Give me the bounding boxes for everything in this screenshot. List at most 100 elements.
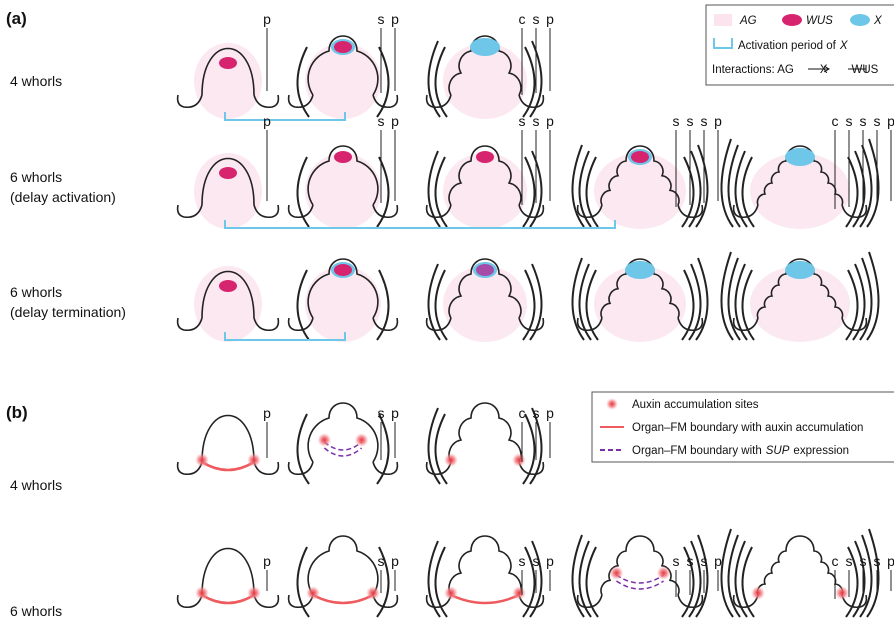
swatch	[850, 14, 870, 26]
organ-label: s	[533, 553, 540, 569]
row-label: (delay activation)	[10, 189, 116, 205]
wus-domain	[219, 167, 237, 179]
wus-domain	[476, 264, 494, 276]
organ-label: s	[701, 553, 708, 569]
organ-label: p	[263, 553, 271, 569]
wus-domain	[334, 264, 352, 276]
auxin-site	[355, 433, 369, 447]
organ	[696, 258, 708, 340]
organ-label: s	[533, 113, 540, 129]
legend-text: SUP	[766, 445, 790, 457]
wus-domain	[334, 151, 352, 163]
flower	[427, 146, 544, 229]
auxin-site	[366, 586, 380, 600]
row-label: 6 whorls	[10, 284, 62, 300]
auxin-site	[512, 453, 526, 467]
swatch	[714, 14, 732, 26]
organ	[721, 252, 733, 340]
activation-period	[225, 220, 615, 228]
flower	[721, 252, 878, 342]
legend-text: Auxin accumulation sites	[632, 399, 759, 411]
legend-a: AG WUS X Activation period ofX Interacti…	[706, 5, 894, 85]
meristem	[202, 416, 254, 463]
figure: (a) (b) AG WUS X Activation period ofX I…	[0, 0, 894, 620]
swatch	[606, 398, 618, 410]
auxin-site	[835, 586, 849, 600]
legend-b: Auxin accumulation sites Organ–FM bounda…	[592, 392, 894, 462]
organ-label: p	[714, 113, 722, 129]
legend-text: WUS	[852, 64, 879, 76]
auxin-site	[444, 453, 458, 467]
organ-label: p	[391, 405, 399, 421]
wus-domain	[219, 57, 237, 69]
legend-text: WUS	[806, 15, 833, 27]
legend-text: Activation period ofX	[738, 40, 849, 52]
auxin-site	[751, 586, 765, 600]
meristem	[202, 549, 254, 596]
row-label: 4 whorls	[10, 477, 62, 493]
organ-label: s	[378, 553, 385, 569]
legend-text: expression	[793, 445, 849, 457]
flower	[289, 259, 398, 342]
organ-label: s	[687, 113, 694, 129]
flower	[178, 153, 279, 229]
meristem	[308, 403, 378, 462]
ag-domain	[305, 153, 381, 229]
legend-text: Organ–FM boundary with	[632, 445, 762, 457]
meristem	[308, 536, 378, 595]
organ-label: p	[263, 113, 271, 129]
boundary	[202, 595, 254, 603]
row-label: 6 whorls	[10, 169, 62, 185]
organ	[696, 145, 708, 227]
wus-domain	[476, 151, 494, 163]
boundary	[616, 581, 663, 589]
organ-label: p	[546, 113, 554, 129]
organ-label: s	[874, 113, 881, 129]
organ-label: c	[519, 11, 526, 27]
organ	[572, 145, 584, 227]
ag-domain	[194, 43, 262, 119]
flower	[572, 258, 707, 342]
organ-label: p	[546, 405, 554, 421]
boundary	[313, 595, 373, 603]
auxin-site	[657, 566, 671, 580]
organ-label: s	[846, 113, 853, 129]
auxin-site	[512, 586, 526, 600]
x-domain	[470, 38, 500, 56]
organ-label: s	[533, 11, 540, 27]
organ-label: s	[701, 113, 708, 129]
organ-label: s	[533, 405, 540, 421]
flower	[427, 36, 544, 119]
organ-label: c	[519, 405, 526, 421]
flower	[178, 416, 279, 475]
organ	[728, 535, 740, 617]
boundary	[451, 595, 519, 603]
panel-label: (a)	[6, 9, 27, 28]
organ	[572, 535, 584, 617]
organ	[867, 252, 879, 340]
organ-label: p	[887, 553, 894, 569]
auxin-site	[444, 586, 458, 600]
wus-domain	[334, 41, 352, 53]
legend-text: Organ–FM boundary with auxin accumulatio…	[632, 422, 863, 434]
legend-text: X	[873, 15, 883, 27]
meristem	[757, 536, 842, 595]
organ-label: s	[378, 405, 385, 421]
organ-label: p	[391, 11, 399, 27]
legend-text: Interactions: AG	[712, 64, 794, 76]
row-label: (delay termination)	[10, 304, 126, 320]
organ-label: s	[860, 553, 867, 569]
auxin-site	[306, 586, 320, 600]
organ-label: c	[832, 113, 839, 129]
ag-domain	[194, 266, 262, 342]
boundary	[202, 462, 254, 470]
organ-label: s	[687, 553, 694, 569]
organ-label: s	[673, 113, 680, 129]
organ-label: p	[546, 11, 554, 27]
flower	[572, 145, 707, 229]
legend-text: AG	[739, 15, 757, 27]
wus-domain	[219, 280, 237, 292]
organ-label: s	[673, 553, 680, 569]
meristem	[449, 536, 521, 595]
organ-label: p	[714, 553, 722, 569]
